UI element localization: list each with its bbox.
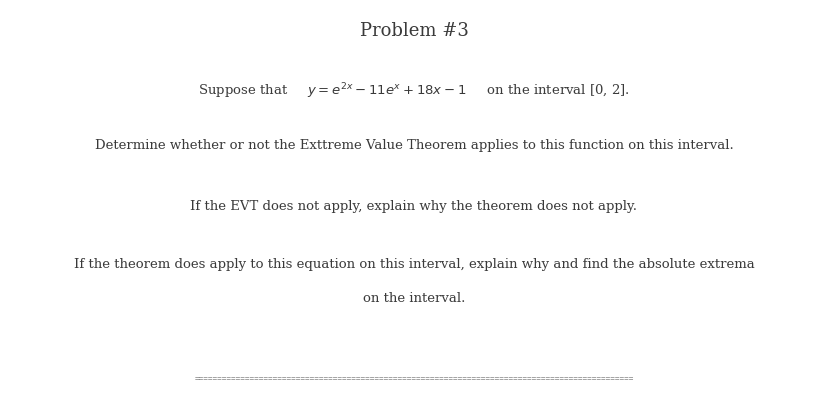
Text: If the EVT does not apply, explain why the theorem does not apply.: If the EVT does not apply, explain why t…: [190, 200, 637, 213]
Text: Determine whether or not the Exttreme Value Theorem applies to this function on : Determine whether or not the Exttreme Va…: [94, 139, 733, 152]
Text: Suppose that     $y = e^{2x} - 11e^{x} + 18x - 1$     on the interval [0, 2].: Suppose that $y = e^{2x} - 11e^{x} + 18x…: [198, 82, 629, 101]
Text: on the interval.: on the interval.: [362, 292, 465, 306]
Text: Problem #3: Problem #3: [359, 22, 468, 40]
Text: ================================================================================: ========================================…: [194, 374, 633, 383]
Text: If the theorem does apply to this equation on this interval, explain why and fin: If the theorem does apply to this equati…: [74, 258, 753, 271]
